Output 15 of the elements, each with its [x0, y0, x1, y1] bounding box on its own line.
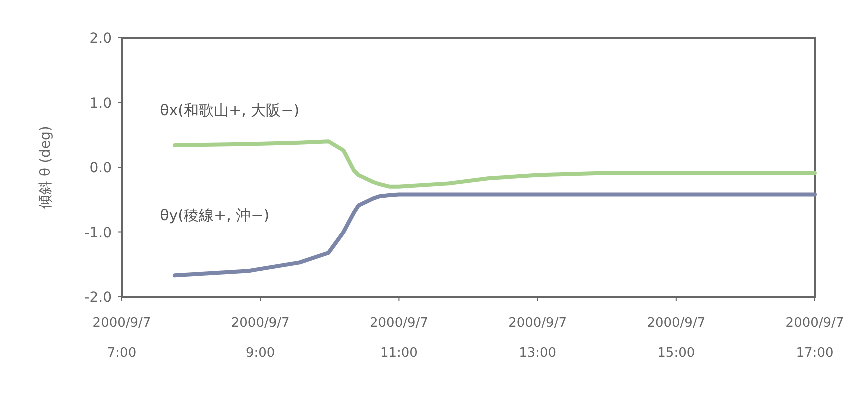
x-tick-label: 2000/9/7 15:00: [647, 316, 706, 361]
line-series: [173, 140, 817, 189]
text: θy(稜線+, 沖−): [160, 206, 270, 225]
y-axis-title: 傾斜 θ (deg): [38, 126, 54, 209]
y-tick-label: 0.0: [90, 160, 112, 176]
x-tick-label: 2000/9/7 17:00: [786, 316, 844, 361]
x-tick-label: 2000/9/7 11:00: [370, 316, 428, 361]
y-tick-label: 1.0: [90, 96, 112, 112]
x-tick-label: 2000/9/7 9:00: [231, 316, 290, 361]
y-tick-label: 2.0: [90, 31, 112, 47]
series-label: θx(和歌山+, 大阪−): [160, 101, 300, 120]
y-tick-label: -1.0: [84, 225, 112, 242]
x-tick-label: 2000/9/7 13:00: [508, 316, 567, 361]
x-tick-label: 2000/9/7 7:00: [92, 316, 152, 361]
y-tick-label: -2.0: [84, 290, 112, 306]
